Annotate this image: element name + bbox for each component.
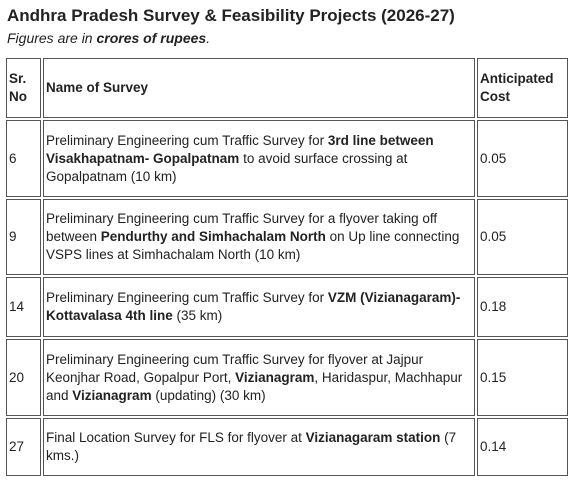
table-header-row: Sr. No Name of Survey Anticipated Cost — [6, 58, 568, 118]
column-header-name-of-survey: Name of Survey — [43, 58, 475, 118]
sr-no-cell: 14 — [6, 277, 41, 337]
survey-name-highlight: 3rd line between Visakhapatnam- Gopalpat… — [46, 132, 434, 166]
sr-no-cell: 20 — [6, 339, 41, 416]
cost-cell: 0.14 — [477, 418, 568, 476]
page-title: Andhra Pradesh Survey & Feasibility Proj… — [7, 6, 455, 25]
table-row: 27 Final Location Survey for FLS for fly… — [6, 418, 568, 476]
survey-name-text: Preliminary Engineering cum Traffic Surv… — [46, 132, 328, 148]
page-subtitle: Figures are in crores of rupees. — [7, 30, 210, 46]
column-header-cost-text: Anticipated Cost — [480, 71, 554, 104]
table-row: 6 Preliminary Engineering cum Traffic Su… — [6, 120, 568, 197]
survey-name-text: (7 kms.) — [46, 430, 457, 463]
survey-name-text: (updating) (30 km) — [151, 387, 266, 403]
survey-name-text: (35 km) — [172, 308, 223, 323]
survey-name-text: Preliminary Engineering cum Traffic Surv… — [46, 211, 438, 244]
survey-name-text: Preliminary Engineering cum Traffic Surv… — [46, 351, 424, 385]
cost-cell: 0.18 — [477, 277, 568, 337]
sr-no-cell: 9 — [6, 199, 41, 275]
column-header-sr-no-text: Sr. No — [9, 71, 27, 104]
subtitle-prefix: Figures are in — [7, 30, 97, 46]
table-row: 14 Preliminary Engineering cum Traffic S… — [6, 277, 568, 337]
column-header-name-text: Name of Survey — [46, 80, 149, 95]
survey-name-cell: Preliminary Engineering cum Traffic Surv… — [43, 120, 475, 197]
survey-table: Sr. No Name of Survey Anticipated Cost 6… — [4, 56, 570, 478]
cost-cell: 0.05 — [477, 120, 568, 197]
sr-no-cell: 27 — [6, 418, 41, 476]
cost-cell: 0.05 — [477, 199, 568, 275]
table-row: 9 Preliminary Engineering cum Traffic Su… — [6, 199, 568, 275]
column-header-sr-no: Sr. No — [6, 58, 41, 118]
survey-name-highlight: Vizianagram — [235, 369, 315, 385]
survey-name-cell: Preliminary Engineering cum Traffic Surv… — [43, 199, 475, 275]
survey-name-cell: Preliminary Engineering cum Traffic Surv… — [43, 277, 475, 337]
table-row: 20 Preliminary Engineering cum Traffic S… — [6, 339, 568, 416]
survey-name-cell: Final Location Survey for FLS for flyove… — [43, 418, 475, 476]
survey-name-cell: Preliminary Engineering cum Traffic Surv… — [43, 339, 475, 416]
survey-name-highlight: Vizianagaram station — [305, 430, 441, 445]
survey-name-text: Final Location Survey for FLS for flyove… — [46, 430, 306, 445]
survey-name-highlight: VZM (Vizianagaram)-Kottavalasa 4th line — [46, 290, 461, 323]
survey-name-text: on Up line connecting VSPS lines at Simh… — [46, 229, 460, 262]
survey-name-text: , Haridaspur, Machhapur and — [46, 369, 463, 403]
column-header-anticipated-cost: Anticipated Cost — [477, 58, 568, 118]
cost-cell: 0.15 — [477, 339, 568, 416]
survey-name-highlight: Vizianagram — [72, 387, 152, 403]
survey-name-highlight: Pendurthy and Simhachalam North — [100, 229, 326, 244]
survey-name-text: to avoid surface crossing at Gopalpatnam… — [46, 150, 408, 184]
subtitle-emphasis: crores of rupees — [96, 30, 207, 46]
subtitle-suffix: . — [206, 30, 211, 46]
sr-no-cell: 6 — [6, 120, 41, 197]
survey-name-text: Preliminary Engineering cum Traffic Surv… — [46, 290, 328, 305]
